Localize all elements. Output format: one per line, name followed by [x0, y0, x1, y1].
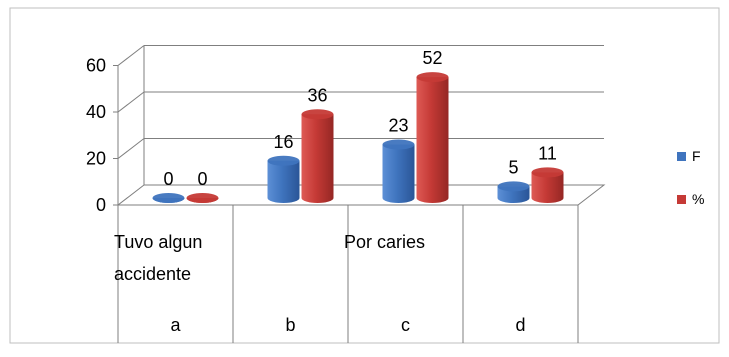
y-tick-label: 40: [86, 102, 106, 122]
data-label: 23: [388, 116, 408, 136]
chart-floor: [116, 184, 606, 206]
bar-body: [382, 144, 415, 204]
x-tick-label: a: [170, 315, 181, 335]
data-label: 0: [163, 169, 173, 189]
x-tick-label: c: [401, 315, 410, 335]
data-label: 5: [508, 157, 518, 177]
gridline-depth: [117, 138, 145, 159]
category-text: accidente: [114, 264, 191, 284]
bar-top: [186, 193, 219, 203]
legend-label: F: [692, 148, 701, 164]
category-text: Tuvo algun: [114, 232, 202, 252]
gridline-depth: [117, 91, 145, 113]
chart-walls: [116, 45, 606, 206]
bar-top: [531, 167, 564, 178]
gridline-depth: [117, 45, 145, 66]
data-label: 52: [422, 48, 442, 68]
bar-F-d: [497, 181, 530, 204]
bar-body: [531, 172, 564, 204]
bar-top: [382, 139, 415, 150]
bar-pct-d: [531, 167, 564, 204]
data-label: 36: [307, 85, 327, 105]
bar-F-a: [152, 193, 185, 204]
bar-body: [267, 160, 300, 204]
bar-pct-c: [416, 72, 449, 204]
y-tick-label: 20: [86, 149, 106, 169]
y-axis: 0 20 40 60: [86, 56, 119, 215]
x-tick-label: b: [285, 315, 295, 335]
data-label: 0: [197, 169, 207, 189]
bar-top: [152, 193, 185, 203]
legend-swatch: [677, 152, 686, 161]
chart-frame: [9, 7, 720, 344]
bar-pct-b: [301, 109, 334, 204]
category-text: Por caries: [344, 232, 425, 252]
legend: F%: [677, 148, 704, 207]
bar-top: [497, 181, 530, 192]
bars: [152, 72, 564, 204]
bar-top: [267, 155, 300, 166]
y-tick-label: 0: [96, 195, 106, 215]
x-tick-label: d: [515, 315, 525, 335]
legend-swatch: [677, 195, 686, 204]
bar-body: [301, 114, 334, 204]
bar-body: [416, 77, 449, 204]
y-tick-label: 60: [86, 56, 106, 76]
data-labels: 0 0 16 36 23 52 5 11: [163, 48, 556, 189]
bar-F-b: [267, 155, 300, 204]
bar-F-c: [382, 139, 415, 204]
data-label: 16: [273, 132, 293, 152]
data-label: 11: [538, 143, 557, 163]
bar-top: [301, 109, 334, 120]
bar-top: [416, 72, 449, 83]
category-table: a b c d Tuvo algun accidente Por caries: [114, 205, 579, 343]
legend-label: %: [692, 191, 704, 207]
bar-pct-a: [186, 193, 219, 204]
